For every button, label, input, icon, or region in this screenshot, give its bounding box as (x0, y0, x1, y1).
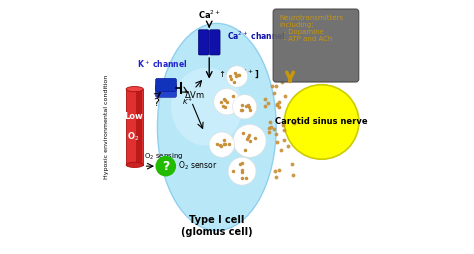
Circle shape (232, 95, 257, 119)
Circle shape (228, 157, 256, 185)
FancyBboxPatch shape (198, 30, 209, 55)
Text: O$_2$ sensing: O$_2$ sensing (144, 151, 183, 162)
FancyBboxPatch shape (210, 30, 220, 55)
Ellipse shape (284, 85, 359, 159)
Circle shape (227, 66, 247, 87)
FancyBboxPatch shape (155, 78, 177, 91)
Text: ?: ? (153, 98, 159, 108)
Text: $\uparrow$[Ca$^{2+}$]: $\uparrow$[Ca$^{2+}$] (217, 68, 259, 80)
Ellipse shape (171, 68, 242, 146)
Circle shape (156, 156, 175, 176)
FancyBboxPatch shape (137, 89, 142, 165)
Text: Ca$^{2+}$ channel: Ca$^{2+}$ channel (227, 30, 286, 42)
Text: K$^+$ channel: K$^+$ channel (137, 58, 188, 70)
FancyBboxPatch shape (273, 9, 359, 82)
Text: Hypoxic environmental condition: Hypoxic environmental condition (104, 75, 109, 179)
Text: O$_2$: O$_2$ (127, 131, 140, 143)
Text: K$^+$: K$^+$ (182, 97, 193, 107)
Text: Neurotransmitters
including:
  - Dopamine
  - ATP and ACh: Neurotransmitters including: - Dopamine … (279, 14, 343, 42)
Text: Carotid sinus nerve: Carotid sinus nerve (275, 117, 368, 126)
Circle shape (214, 89, 240, 115)
Ellipse shape (126, 87, 143, 92)
Circle shape (233, 124, 266, 157)
Text: Low: Low (124, 113, 143, 121)
Text: ?: ? (162, 160, 169, 173)
Text: Type I cell
(glomus cell): Type I cell (glomus cell) (181, 215, 253, 237)
FancyBboxPatch shape (155, 84, 177, 98)
Circle shape (209, 132, 235, 157)
Text: Ca$^{2+}$: Ca$^{2+}$ (198, 8, 221, 21)
FancyBboxPatch shape (126, 89, 143, 165)
Ellipse shape (126, 162, 143, 167)
Ellipse shape (157, 23, 276, 231)
Text: O$_2$ sensor: O$_2$ sensor (178, 160, 218, 172)
Text: $\Delta$Vm: $\Delta$Vm (184, 89, 205, 100)
